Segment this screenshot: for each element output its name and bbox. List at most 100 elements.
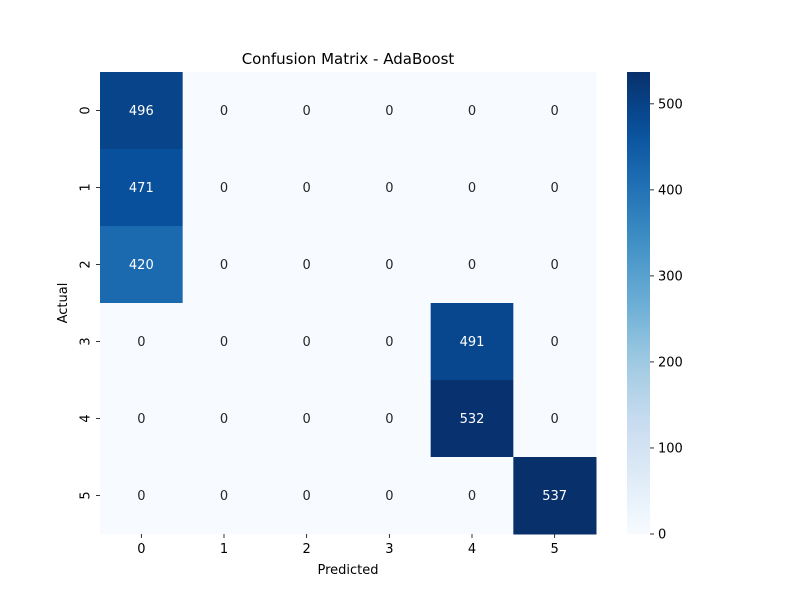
heatmap-cell-3-0 (100, 303, 184, 381)
y-axis-label: Actual (56, 283, 71, 324)
cell-value-label-3-3: 0 (385, 335, 393, 350)
cell-value-label-0-5: 0 (551, 104, 559, 119)
cell-value-label-1-2: 0 (303, 181, 311, 196)
x-axis-ticks: 0 1 2 3 4 5 (137, 534, 559, 557)
cell-value-label-1-1: 0 (220, 181, 228, 196)
cell-value-label-4-4: 532 (460, 412, 485, 427)
y-tick-label-4: 4 (79, 414, 94, 422)
colorbar-tick-label-5: 500 (658, 97, 683, 112)
heatmap-cell-2-3 (348, 226, 432, 304)
heatmap-cell-0-2 (265, 72, 349, 150)
heatmap-cell-5-5 (513, 457, 597, 535)
colorbar-tick-label-3: 300 (658, 269, 683, 284)
heatmap-cell-2-0 (100, 226, 184, 304)
colorbar-tick-label-1: 100 (658, 441, 683, 456)
cell-value-label-3-4: 491 (460, 335, 485, 350)
cell-value-label-1-3: 0 (385, 181, 393, 196)
cell-value-label-5-4: 0 (468, 489, 476, 504)
heatmap-cell-3-5 (513, 303, 597, 381)
heatmap-cells: 496 0 0 0 0 0 471 0 0 0 0 0 420 0 0 0 0 0 0 0 0 0 491 0 0 0 0 0 532 0… (100, 72, 597, 535)
cell-value-label-1-4: 0 (468, 181, 476, 196)
heatmap-cell-2-4 (430, 226, 514, 304)
colorbar: 0 100 200 300 400 500 (627, 72, 683, 543)
y-axis-ticks: 0 1 2 3 4 5 (79, 106, 100, 500)
y-tick-label-3: 3 (79, 337, 94, 345)
colorbar-tick-label-0: 0 (658, 528, 666, 543)
cell-value-label-4-5: 0 (551, 412, 559, 427)
heatmap-cell-4-1 (182, 380, 266, 458)
heatmap-cell-5-2 (265, 457, 349, 535)
heatmap-cell-0-0 (100, 72, 184, 150)
heatmap-cell-1-1 (182, 149, 266, 227)
heatmap-cell-0-3 (348, 72, 432, 150)
cell-value-label-0-2: 0 (303, 104, 311, 119)
x-tick-label-0: 0 (137, 542, 145, 557)
heatmap-cell-1-2 (265, 149, 349, 227)
heatmap-cell-3-2 (265, 303, 349, 381)
cell-value-label-3-5: 0 (551, 335, 559, 350)
heatmap-cell-4-4 (430, 380, 514, 458)
heatmap-cell-2-5 (513, 226, 597, 304)
heatmap-cell-2-1 (182, 226, 266, 304)
heatmap-cell-3-1 (182, 303, 266, 381)
heatmap-cell-5-4 (430, 457, 514, 535)
heatmap-cell-2-2 (265, 226, 349, 304)
cell-value-label-5-2: 0 (303, 489, 311, 504)
heatmap-cell-4-0 (100, 380, 184, 458)
x-tick-label-3: 3 (385, 542, 393, 557)
x-tick-label-1: 1 (220, 542, 228, 557)
cell-value-label-2-0: 420 (129, 258, 154, 273)
heatmap-cell-3-3 (348, 303, 432, 381)
cell-value-label-3-2: 0 (303, 335, 311, 350)
cell-value-label-1-0: 471 (129, 181, 154, 196)
x-tick-label-5: 5 (551, 542, 559, 557)
cell-value-label-4-1: 0 (220, 412, 228, 427)
x-axis-label: Predicted (317, 563, 378, 578)
heatmap-cell-3-4 (430, 303, 514, 381)
cell-value-label-0-3: 0 (385, 104, 393, 119)
heatmap-cell-5-0 (100, 457, 184, 535)
x-tick-label-2: 2 (303, 542, 311, 557)
cell-value-label-0-1: 0 (220, 104, 228, 119)
cell-value-label-0-0: 496 (129, 104, 154, 119)
cell-value-label-5-5: 537 (542, 489, 567, 504)
heatmap-cell-4-3 (348, 380, 432, 458)
heatmap-cell-1-4 (430, 149, 514, 227)
colorbar-tick-label-4: 400 (658, 183, 683, 198)
cell-value-label-2-4: 0 (468, 258, 476, 273)
heatmap-cell-1-5 (513, 149, 597, 227)
cell-value-label-3-0: 0 (137, 335, 145, 350)
cell-value-label-5-0: 0 (137, 489, 145, 504)
cell-value-label-5-1: 0 (220, 489, 228, 504)
heatmap-cell-1-3 (348, 149, 432, 227)
heatmap-cell-0-1 (182, 72, 266, 150)
cell-value-label-2-3: 0 (385, 258, 393, 273)
heatmap-cell-5-1 (182, 457, 266, 535)
y-tick-label-1: 1 (79, 183, 94, 191)
y-tick-label-0: 0 (79, 106, 94, 114)
y-tick-label-5: 5 (79, 491, 94, 499)
cell-value-label-2-5: 0 (551, 258, 559, 273)
heatmap-cell-4-2 (265, 380, 349, 458)
cell-value-label-0-4: 0 (468, 104, 476, 119)
heatmap-cell-4-5 (513, 380, 597, 458)
cell-value-label-4-0: 0 (137, 412, 145, 427)
colorbar-tick-label-2: 200 (658, 355, 683, 370)
chart-title: Confusion Matrix - AdaBoost (242, 50, 455, 68)
colorbar-gradient (627, 72, 650, 534)
cell-value-label-2-1: 0 (220, 258, 228, 273)
cell-value-label-1-5: 0 (551, 181, 559, 196)
cell-value-label-5-3: 0 (385, 489, 393, 504)
heatmap-cell-5-3 (348, 457, 432, 535)
cell-value-label-3-1: 0 (220, 335, 228, 350)
heatmap-cell-0-4 (430, 72, 514, 150)
x-tick-label-4: 4 (468, 542, 476, 557)
heatmap-cell-0-5 (513, 72, 597, 150)
cell-value-label-4-3: 0 (385, 412, 393, 427)
heatmap-cell-1-0 (100, 149, 184, 227)
y-tick-label-2: 2 (79, 260, 94, 268)
cell-value-label-2-2: 0 (303, 258, 311, 273)
cell-value-label-4-2: 0 (303, 412, 311, 427)
